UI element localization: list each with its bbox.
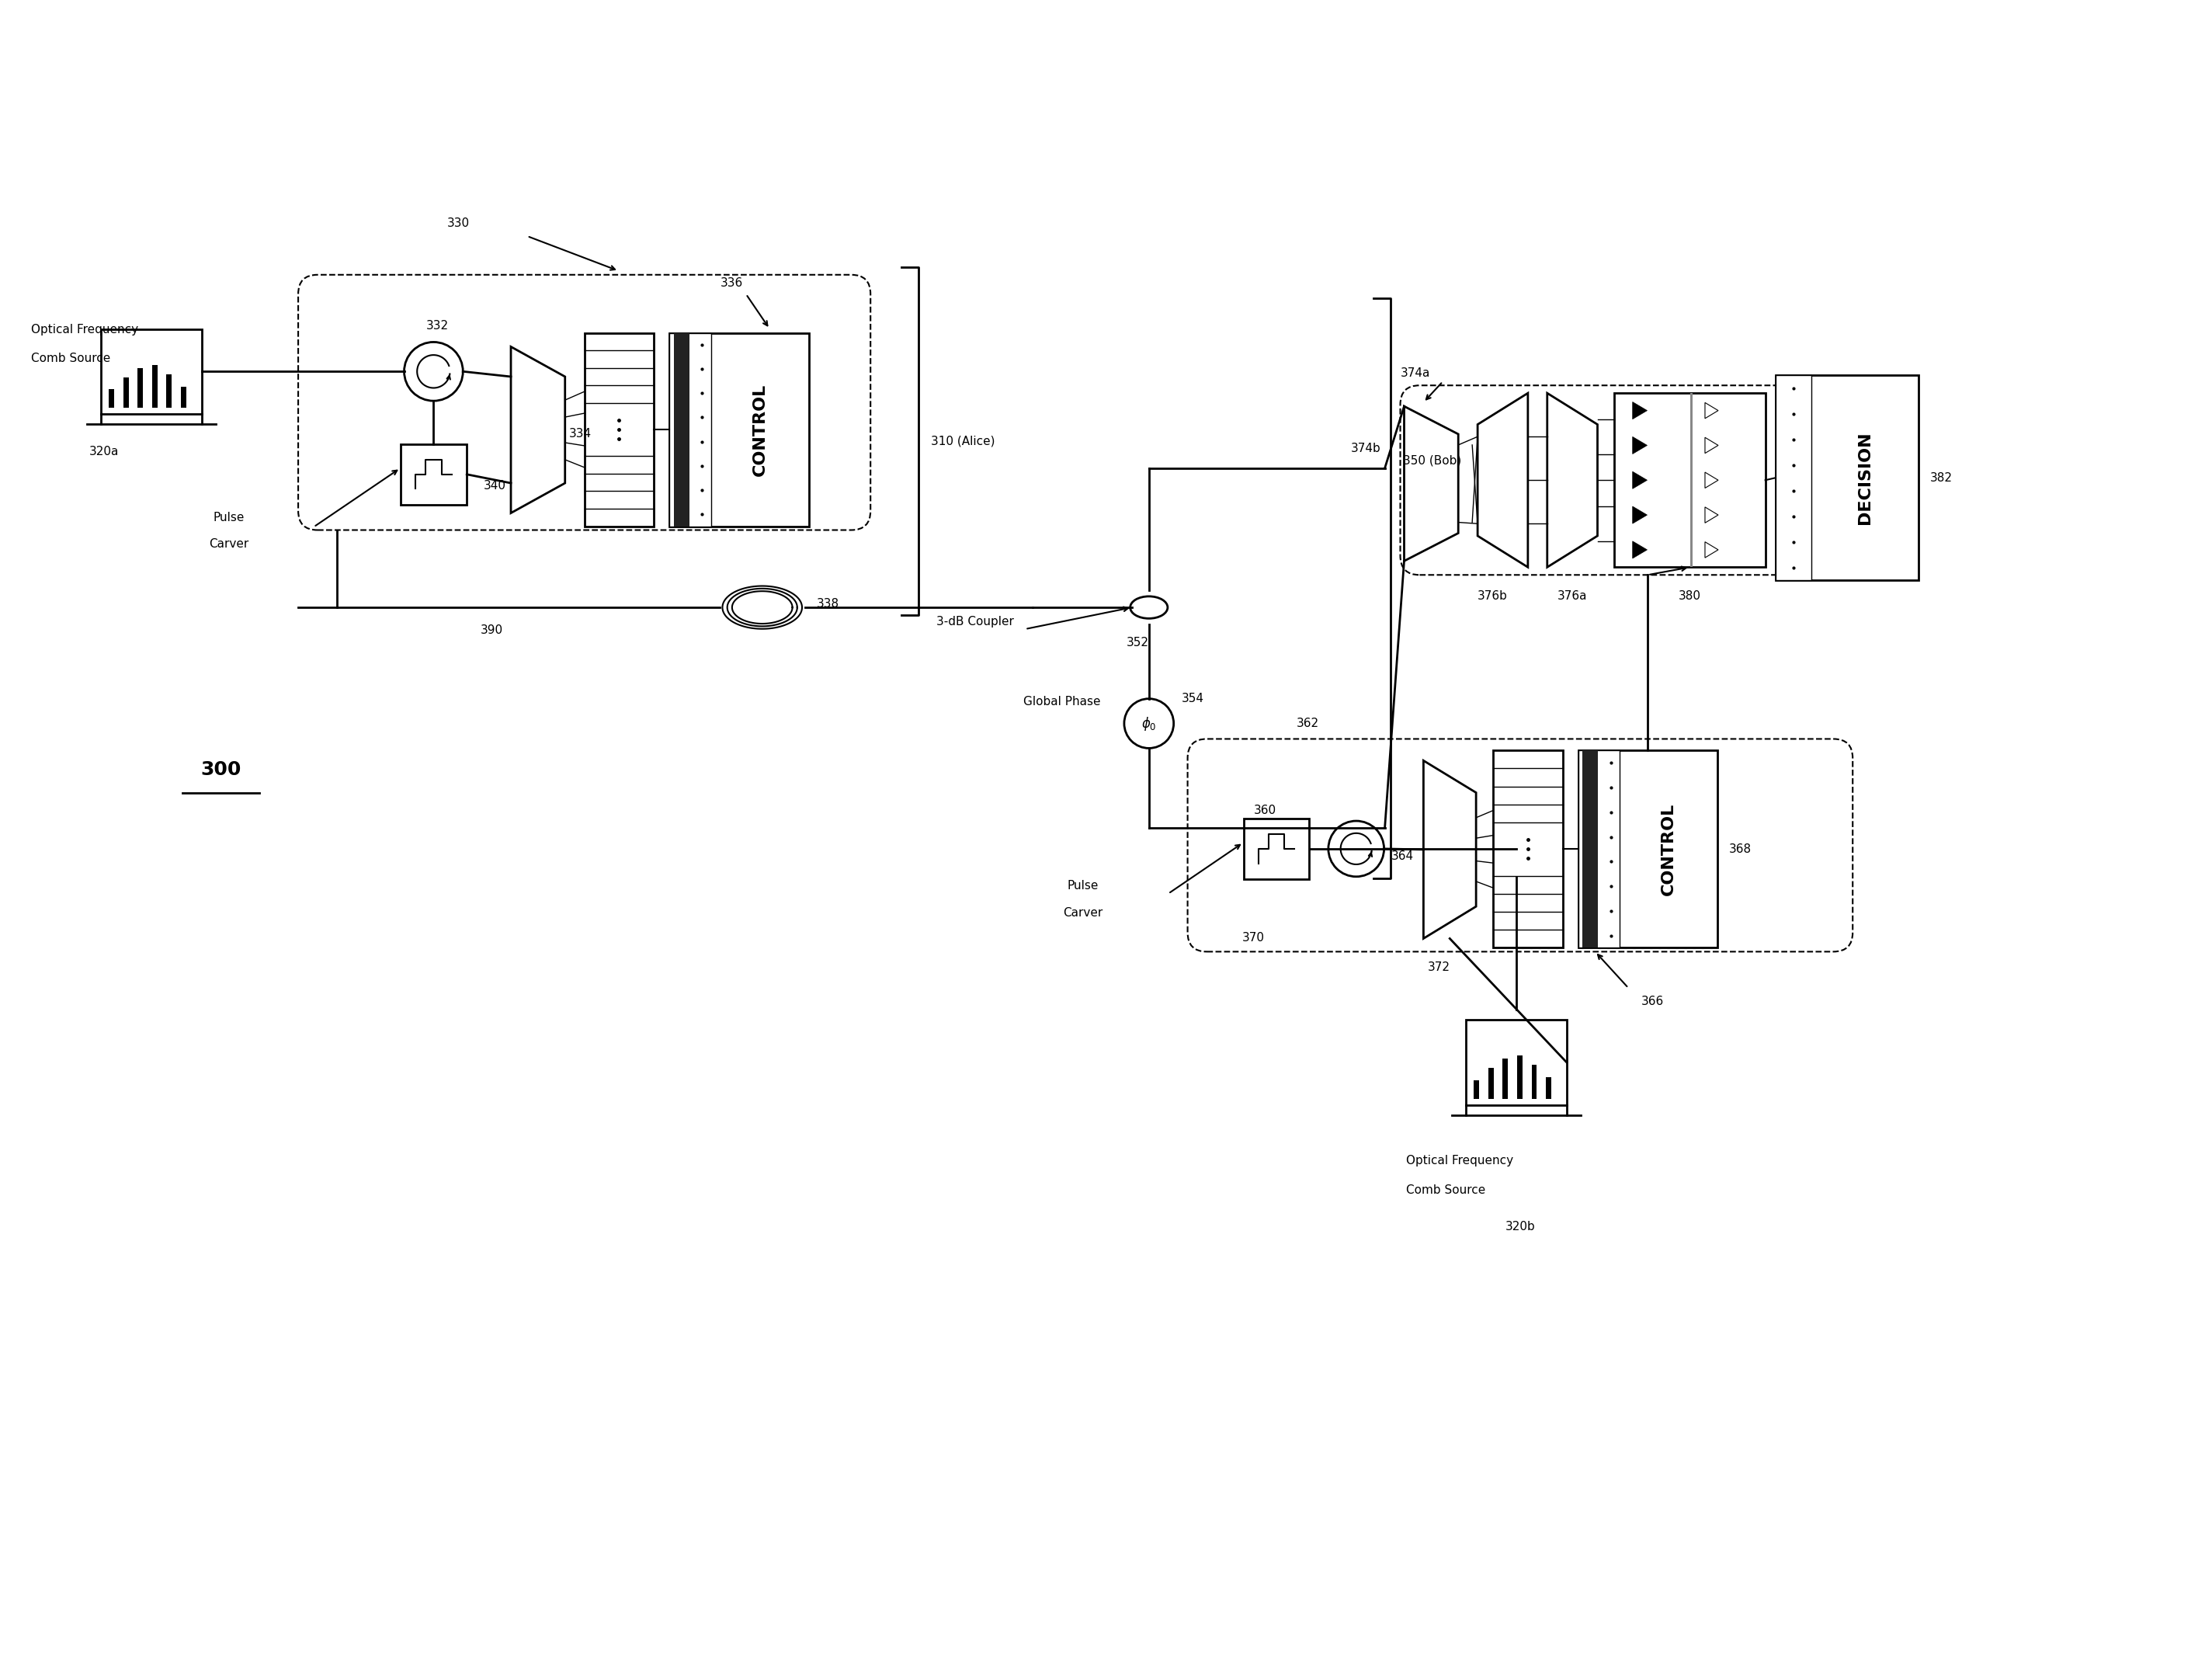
Text: 362: 362 [1296, 718, 1318, 730]
Text: 3-dB Coupler: 3-dB Coupler [936, 616, 1013, 627]
Bar [181, 386, 186, 407]
Text: Global Phase: Global Phase [1024, 697, 1102, 708]
Text: 390: 390 [480, 624, 502, 636]
Text: DECISION: DECISION [1858, 432, 1874, 525]
Text: 368: 368 [1730, 844, 1752, 856]
Text: 370: 370 [1243, 932, 1265, 943]
Polygon shape [1425, 761, 1475, 938]
Text: 340: 340 [484, 480, 507, 492]
Text: 336: 336 [721, 276, 743, 288]
Text: 310 (Alice): 310 (Alice) [931, 435, 995, 447]
Bar [1243, 819, 1310, 879]
Polygon shape [1632, 506, 1648, 523]
Bar [1582, 750, 1599, 948]
Bar [1776, 376, 1812, 581]
Bar [1467, 1019, 1566, 1106]
Text: Optical Frequency: Optical Frequency [31, 323, 139, 334]
Bar [166, 374, 173, 407]
Polygon shape [1705, 541, 1719, 558]
Text: 374a: 374a [1400, 367, 1431, 379]
Bar [1502, 1059, 1509, 1099]
Text: 376b: 376b [1478, 591, 1509, 602]
Text: 366: 366 [1641, 996, 1663, 1008]
Text: 360: 360 [1254, 804, 1276, 816]
Text: Pulse: Pulse [212, 511, 243, 523]
Polygon shape [1405, 405, 1458, 561]
Text: 320b: 320b [1504, 1221, 1535, 1233]
Polygon shape [1478, 394, 1528, 568]
Circle shape [405, 343, 462, 401]
Text: 354: 354 [1181, 693, 1203, 705]
Bar [1517, 1056, 1522, 1099]
Bar [1776, 376, 1918, 581]
Text: 300: 300 [201, 761, 241, 780]
Bar [1577, 750, 1619, 948]
Bar [1615, 394, 1765, 568]
Bar [1493, 750, 1562, 948]
Text: 334: 334 [568, 429, 591, 440]
Polygon shape [1705, 506, 1719, 523]
Bar [675, 333, 690, 526]
Text: Comb Source: Comb Source [1407, 1185, 1486, 1197]
Ellipse shape [1130, 596, 1168, 619]
Text: 376a: 376a [1557, 591, 1588, 602]
Polygon shape [1546, 394, 1597, 568]
Polygon shape [1632, 472, 1648, 488]
Text: $\phi_0$: $\phi_0$ [1141, 715, 1157, 732]
Text: Carver: Carver [1064, 907, 1104, 919]
Text: 364: 364 [1391, 851, 1413, 862]
Bar [1546, 1077, 1551, 1099]
Text: 352: 352 [1126, 637, 1148, 649]
Circle shape [1329, 821, 1385, 877]
Polygon shape [1705, 402, 1719, 419]
Bar [153, 366, 157, 407]
Bar [670, 333, 712, 526]
Bar [1577, 750, 1717, 948]
Polygon shape [1705, 437, 1719, 453]
Text: Pulse: Pulse [1068, 880, 1099, 892]
Text: 330: 330 [447, 217, 469, 228]
Bar [124, 377, 128, 407]
Text: 320a: 320a [88, 445, 119, 457]
Text: 374b: 374b [1349, 442, 1380, 453]
Circle shape [1124, 698, 1175, 748]
Text: 332: 332 [427, 319, 449, 331]
Text: 372: 372 [1429, 962, 1451, 973]
Bar [1473, 1081, 1480, 1099]
Text: CONTROL: CONTROL [1661, 803, 1677, 895]
Polygon shape [1632, 541, 1648, 558]
Bar [670, 333, 810, 526]
Bar [1690, 394, 1692, 568]
Polygon shape [511, 346, 564, 513]
Text: Comb Source: Comb Source [31, 353, 111, 364]
Bar [584, 333, 655, 526]
Text: Optical Frequency: Optical Frequency [1407, 1155, 1513, 1167]
Text: CONTROL: CONTROL [752, 384, 768, 475]
Text: 338: 338 [816, 597, 838, 609]
Bar [1489, 1067, 1493, 1099]
Bar [400, 444, 467, 505]
Bar [1531, 1064, 1537, 1099]
Bar [108, 389, 115, 407]
Text: Carver: Carver [208, 538, 248, 549]
Text: 380: 380 [1679, 591, 1701, 602]
Polygon shape [1632, 437, 1648, 453]
Text: 350 (Bob): 350 (Bob) [1402, 455, 1460, 467]
Polygon shape [1705, 472, 1719, 488]
Bar [102, 329, 201, 414]
Bar [137, 367, 144, 407]
Polygon shape [1632, 402, 1648, 419]
Text: 382: 382 [1931, 472, 1953, 483]
